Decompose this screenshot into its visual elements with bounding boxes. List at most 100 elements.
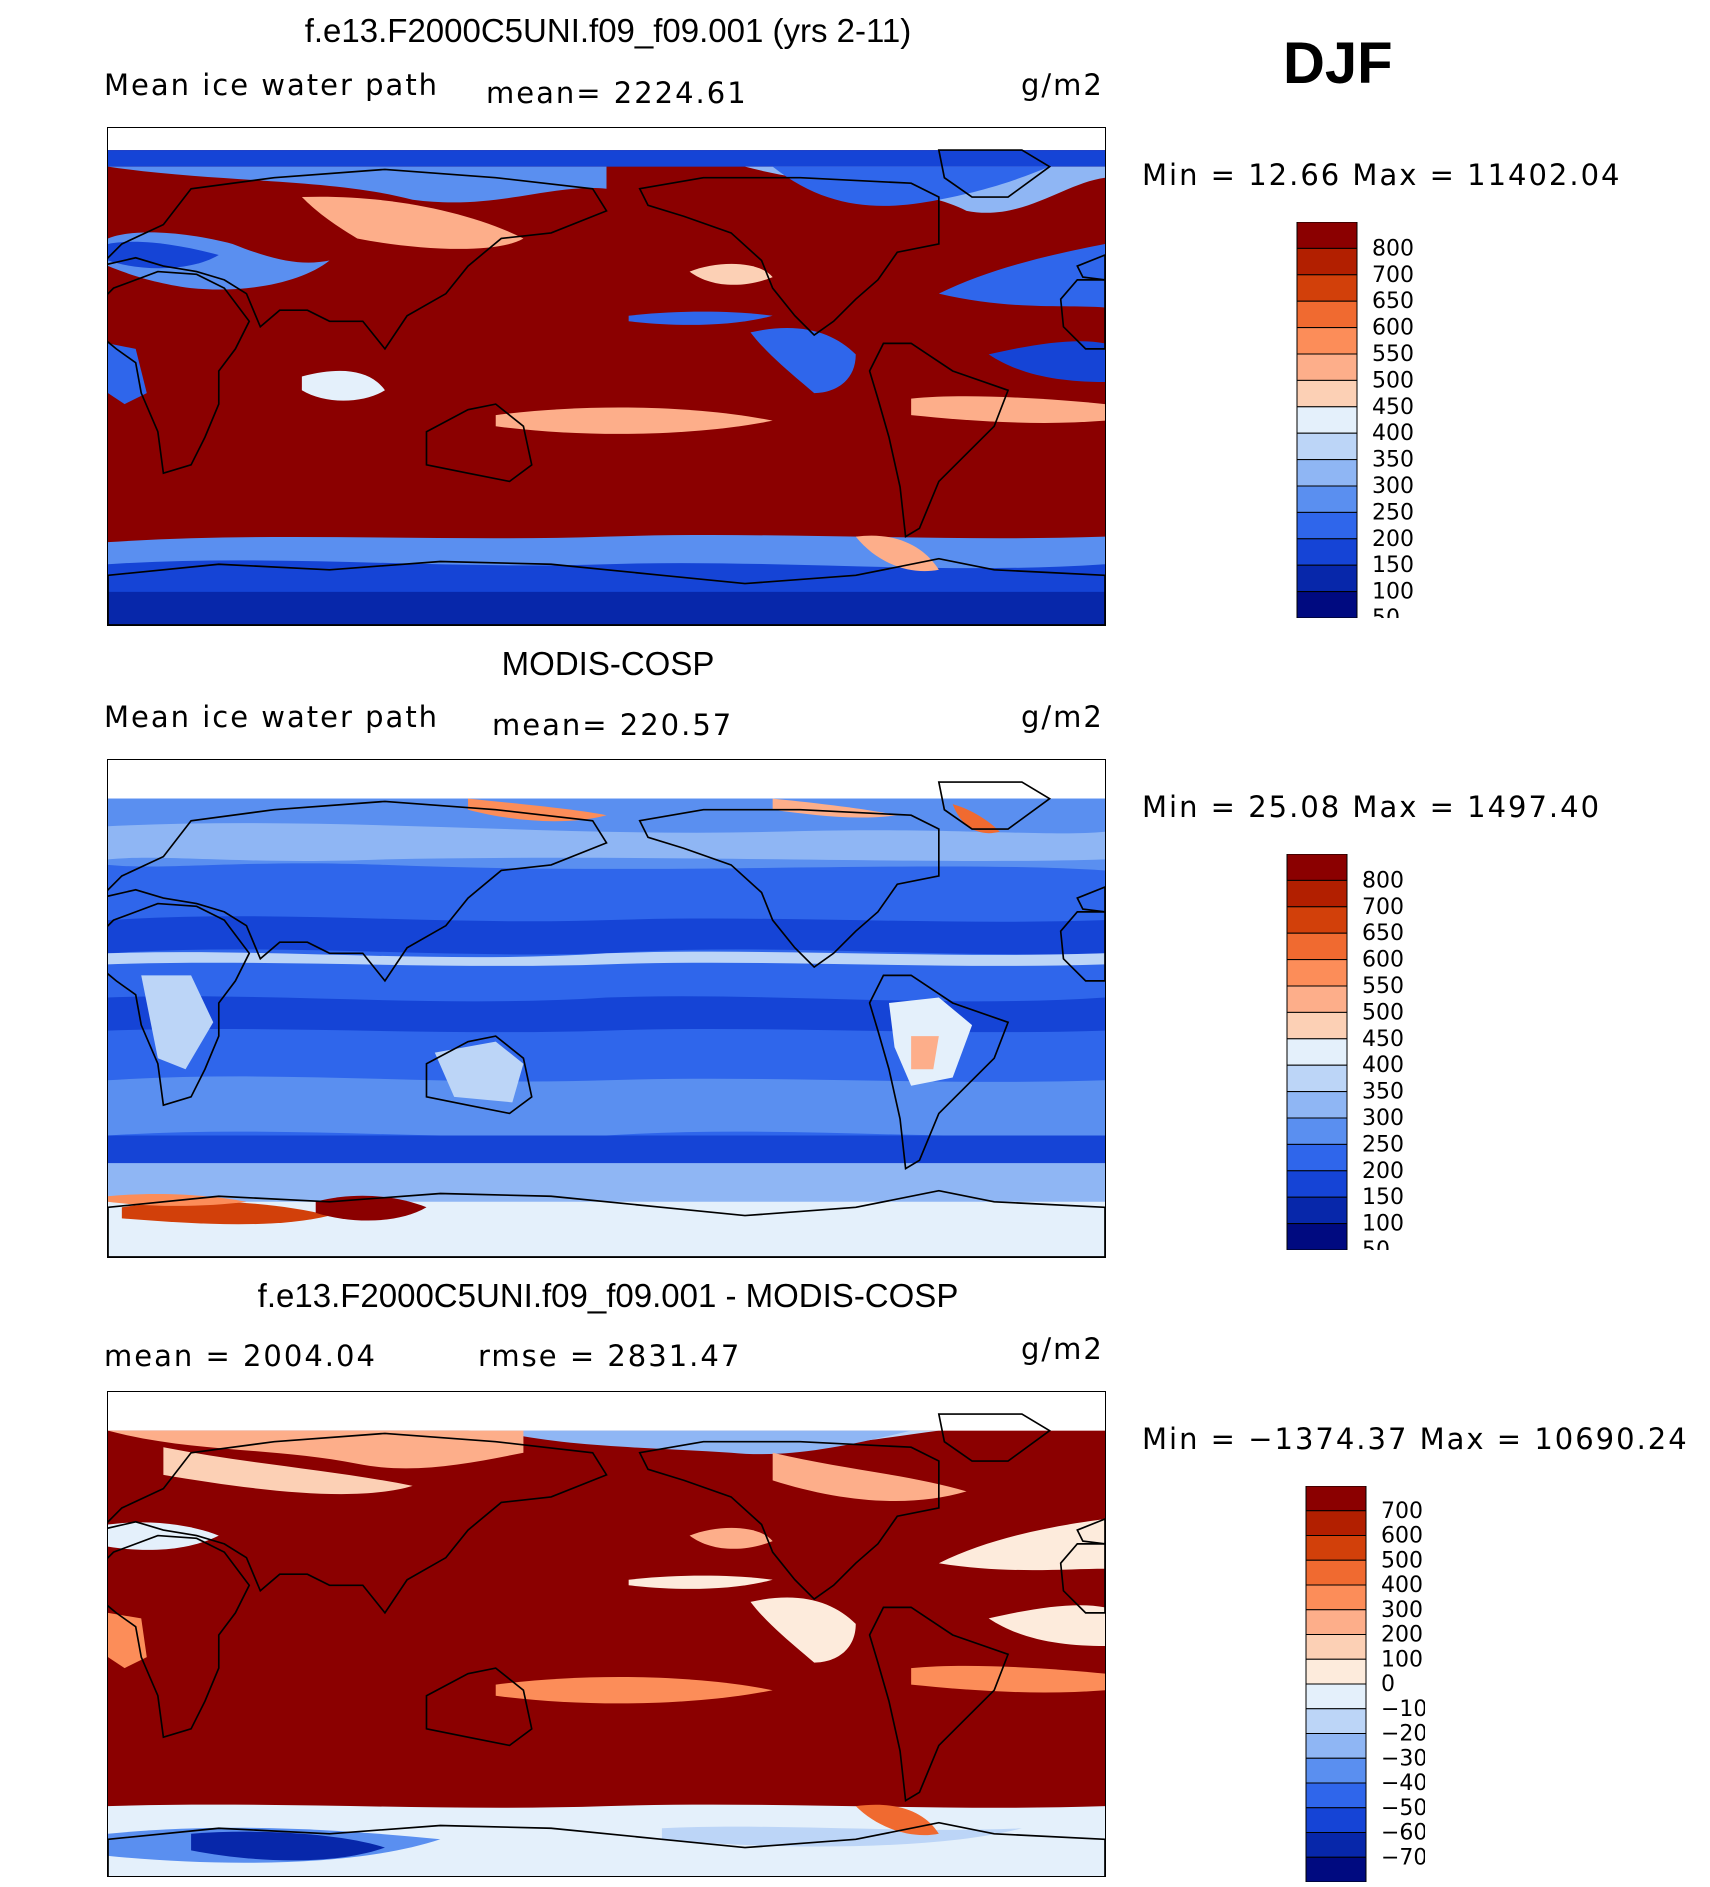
panel-1-colorbar: 800 700 650 600 550 500 450 400 350 300 250 200 150 1…	[1296, 221, 1416, 631]
colorbar-tick-label: 150	[1362, 1185, 1404, 1210]
panel-2-colorbar: 800 700 650 600 550 500 450 400 350 300 250 200 150 1…	[1286, 853, 1406, 1263]
colorbar-box	[1286, 1011, 1348, 1040]
colorbar-box	[1286, 932, 1348, 961]
colorbar-box	[1296, 274, 1358, 302]
colorbar-tick-label: 700	[1362, 895, 1404, 920]
colorbar-tick-label: 500	[1372, 368, 1414, 393]
coastlines	[108, 149, 1105, 625]
colorbar-box	[1296, 247, 1358, 276]
colorbar-tick-label: 200	[1362, 1159, 1404, 1184]
panel-3-colorbar: 7006005004003002001000−100−200−300−400−5…	[1305, 1485, 1441, 1887]
colorbar-tick-label: 100	[1381, 1647, 1423, 1672]
panel-1-variable-label: Mean ice water path	[104, 68, 440, 102]
colorbar-box	[1305, 1658, 1367, 1685]
panel-1-units: g/m2	[1021, 68, 1104, 102]
colorbar-tick-label: 550	[1372, 342, 1414, 367]
colorbar-tick-label: 0	[1381, 1672, 1395, 1697]
colorbar-box	[1305, 1856, 1367, 1883]
colorbar-tick-label: −700	[1381, 1845, 1425, 1870]
panel-1-colorbar-svg: 8007006506005505004504003503002502001501…	[1296, 221, 1414, 631]
panel-1-mean-label: mean= 2224.61	[486, 76, 748, 110]
colorbar-tick-label: 450	[1372, 395, 1414, 420]
panel-3-title: f.e13.F2000C5UNI.f09_f09.001 - MODIS-COS…	[257, 1277, 959, 1314]
panel-3-rmse-label: rmse = 2831.47	[478, 1339, 742, 1373]
colorbar-box	[1305, 1485, 1367, 1512]
colorbar-tick-label: −300	[1381, 1746, 1425, 1771]
panel-3-units: g/m2	[1021, 1332, 1104, 1366]
colorbar-box	[1305, 1832, 1367, 1858]
colorbar-tick-label: 500	[1362, 1000, 1404, 1025]
colorbar-box	[1296, 511, 1358, 540]
colorbar-box	[1296, 432, 1358, 461]
colorbar-box	[1305, 1535, 1367, 1561]
panel-1-title: f.e13.F2000C5UNI.f09_f09.001 (yrs 2-11)	[304, 12, 912, 49]
panel-3-map	[107, 1391, 1106, 1877]
coastlines	[108, 781, 1105, 1257]
colorbar-tick-label: −400	[1381, 1771, 1425, 1796]
colorbar-box	[1296, 591, 1358, 619]
panel-1-map-svg	[108, 128, 1105, 625]
colorbar-box	[1286, 1064, 1348, 1093]
colorbar-box	[1305, 1708, 1367, 1734]
colorbar-tick-label: −600	[1381, 1821, 1425, 1846]
colorbar-tick-label: 100	[1372, 580, 1414, 605]
panel-2-title: MODIS-COSP	[501, 645, 715, 682]
colorbar-tick-label: 650	[1362, 921, 1404, 946]
colorbar-tick-label: 350	[1372, 448, 1414, 473]
colorbar-box	[1286, 1196, 1348, 1225]
colorbar-tick-label: 500	[1381, 1548, 1423, 1573]
panel-2-map	[107, 759, 1106, 1258]
panel-2-mean-label: mean= 220.57	[492, 708, 734, 742]
colorbar-box	[1296, 406, 1358, 434]
panel-2-variable-label: Mean ice water path	[104, 700, 440, 734]
colorbar-tick-label: 100	[1362, 1212, 1404, 1237]
colorbar-tick-label: 600	[1362, 948, 1404, 973]
colorbar-tick-label: 450	[1362, 1027, 1404, 1052]
colorbar-tick-label: 300	[1381, 1598, 1423, 1623]
colorbar-tick-label: 400	[1362, 1053, 1404, 1078]
colorbar-tick-label: 400	[1372, 421, 1414, 446]
colorbar-box	[1305, 1634, 1367, 1660]
colorbar-box	[1305, 1683, 1367, 1710]
colorbar-tick-label: 650	[1372, 289, 1414, 314]
colorbar-box	[1296, 221, 1358, 249]
panel-2-units: g/m2	[1021, 700, 1104, 734]
colorbar-box	[1286, 1223, 1348, 1251]
coastlines	[108, 1413, 1105, 1876]
colorbar-box	[1305, 1584, 1367, 1611]
colorbar-tick-label: 50	[1362, 1238, 1390, 1250]
panel-1-map	[107, 127, 1106, 626]
colorbar-tick-label: 200	[1372, 527, 1414, 552]
colorbar-box	[1286, 1117, 1348, 1145]
colorbar-box	[1296, 353, 1358, 381]
colorbar-tick-label: 800	[1372, 236, 1414, 261]
colorbar-tick-label: −500	[1381, 1796, 1425, 1821]
colorbar-box	[1296, 300, 1358, 329]
colorbar-box	[1296, 485, 1358, 513]
colorbar-box	[1305, 1733, 1367, 1759]
panel-3-minmax: Min = −1374.37 Max = 10690.24	[1142, 1422, 1689, 1456]
colorbar-box	[1305, 1757, 1367, 1784]
panel-3-mean-label: mean = 2004.04	[104, 1339, 377, 1373]
season-label: DJF	[1283, 31, 1393, 96]
colorbar-tick-label: 300	[1372, 474, 1414, 499]
colorbar-box	[1286, 985, 1348, 1013]
colorbar-box	[1286, 1143, 1348, 1172]
panel-2-colorbar-svg: 8007006506005505004504003503002502001501…	[1286, 853, 1404, 1263]
colorbar-tick-label: 550	[1362, 974, 1404, 999]
colorbar-box	[1296, 379, 1358, 408]
colorbar-tick-label: 600	[1381, 1524, 1423, 1549]
colorbar-tick-label: 700	[1372, 263, 1414, 288]
colorbar-box	[1286, 1091, 1348, 1119]
colorbar-tick-label: 800	[1362, 868, 1404, 893]
colorbar-box	[1286, 906, 1348, 934]
panel-1-minmax: Min = 12.66 Max = 11402.04	[1142, 158, 1622, 192]
colorbar-tick-label: 150	[1372, 553, 1414, 578]
colorbar-box	[1296, 538, 1358, 566]
colorbar-tick-label: −100	[1381, 1697, 1425, 1722]
colorbar-box	[1286, 853, 1348, 881]
colorbar-box	[1305, 1782, 1367, 1809]
colorbar-box	[1286, 1038, 1348, 1066]
colorbar-box	[1305, 1510, 1367, 1536]
colorbar-tick-label: 50	[1372, 606, 1400, 618]
